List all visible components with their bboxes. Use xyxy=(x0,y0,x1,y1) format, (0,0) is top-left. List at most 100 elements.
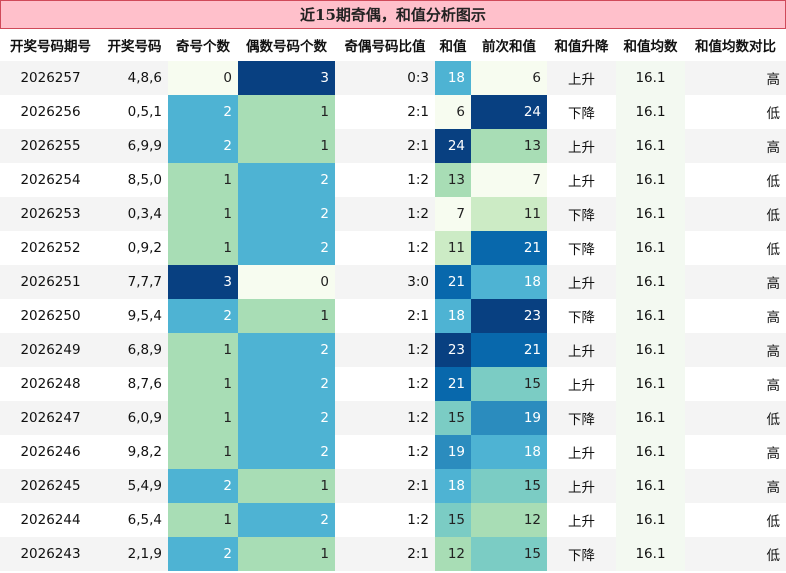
cell-compare: 高 xyxy=(766,72,781,88)
cell-odd-count: 1 xyxy=(168,197,238,231)
cell-trend: 下降 xyxy=(568,106,595,122)
table-row: 2026254 8,5,0 1 2 1:2 13 7 上升 16.1 低 xyxy=(0,163,786,197)
cell-odd-count: 1 xyxy=(168,401,238,435)
cell-compare: 低 xyxy=(766,106,781,122)
cell-sum: 18 xyxy=(435,299,471,333)
cell-ratio: 1:2 xyxy=(407,444,429,460)
table-body: 2026257 4,8,6 0 3 0:3 18 6 上升 16.1 高 2026256 0,5,1 2… xyxy=(0,61,786,571)
cell-even-count: 2 xyxy=(238,435,335,469)
cell-prev-sum: 15 xyxy=(471,537,547,571)
cell-avg: 16.1 xyxy=(616,163,685,197)
cell-prev-sum: 6 xyxy=(471,61,547,95)
cell-odd-count: 2 xyxy=(168,129,238,163)
cell-ratio: 0:3 xyxy=(407,70,429,86)
cell-prev-sum: 11 xyxy=(471,197,547,231)
cell-period: 2026246 xyxy=(20,444,81,460)
cell-sum: 15 xyxy=(435,503,471,537)
cell-sum: 21 xyxy=(435,265,471,299)
cell-avg: 16.1 xyxy=(616,231,685,265)
cell-numbers: 6,0,9 xyxy=(127,410,162,426)
cell-numbers: 8,5,0 xyxy=(127,172,162,188)
cell-numbers: 2,1,9 xyxy=(127,546,162,562)
cell-trend: 上升 xyxy=(568,480,595,496)
cell-avg: 16.1 xyxy=(616,469,685,503)
cell-avg: 16.1 xyxy=(616,503,685,537)
cell-prev-sum: 21 xyxy=(471,333,547,367)
header-prev-sum: 前次和值 xyxy=(482,39,536,55)
cell-avg: 16.1 xyxy=(616,129,685,163)
cell-sum: 19 xyxy=(435,435,471,469)
cell-odd-count: 3 xyxy=(168,265,238,299)
cell-period: 2026248 xyxy=(20,376,81,392)
cell-numbers: 0,9,2 xyxy=(127,240,162,256)
cell-ratio: 1:2 xyxy=(407,410,429,426)
cell-sum: 6 xyxy=(435,95,471,129)
cell-trend: 上升 xyxy=(568,174,595,190)
cell-numbers: 4,8,6 xyxy=(127,70,162,86)
cell-numbers: 6,8,9 xyxy=(127,342,162,358)
cell-prev-sum: 18 xyxy=(471,435,547,469)
table-row: 2026243 2,1,9 2 1 2:1 12 15 下降 16.1 低 xyxy=(0,537,786,571)
cell-ratio: 3:0 xyxy=(407,274,429,290)
cell-avg: 16.1 xyxy=(616,197,685,231)
cell-odd-count: 2 xyxy=(168,469,238,503)
table-row: 2026246 9,8,2 1 2 1:2 19 18 上升 16.1 高 xyxy=(0,435,786,469)
cell-compare: 高 xyxy=(766,378,781,394)
cell-ratio: 1:2 xyxy=(407,240,429,256)
cell-numbers: 0,5,1 xyxy=(127,104,162,120)
cell-prev-sum: 15 xyxy=(471,367,547,401)
cell-period: 2026257 xyxy=(20,70,81,86)
cell-avg: 16.1 xyxy=(616,367,685,401)
cell-trend: 上升 xyxy=(568,72,595,88)
cell-even-count: 2 xyxy=(238,503,335,537)
cell-even-count: 2 xyxy=(238,367,335,401)
cell-compare: 低 xyxy=(766,514,781,530)
cell-ratio: 1:2 xyxy=(407,172,429,188)
table-row: 2026247 6,0,9 1 2 1:2 15 19 下降 16.1 低 xyxy=(0,401,786,435)
cell-even-count: 3 xyxy=(238,61,335,95)
cell-prev-sum: 21 xyxy=(471,231,547,265)
cell-period: 2026244 xyxy=(20,512,81,528)
cell-odd-count: 1 xyxy=(168,163,238,197)
table-row: 2026256 0,5,1 2 1 2:1 6 24 下降 16.1 低 xyxy=(0,95,786,129)
cell-numbers: 6,9,9 xyxy=(127,138,162,154)
cell-ratio: 2:1 xyxy=(407,104,429,120)
cell-prev-sum: 7 xyxy=(471,163,547,197)
cell-prev-sum: 15 xyxy=(471,469,547,503)
cell-even-count: 2 xyxy=(238,197,335,231)
cell-numbers: 6,5,4 xyxy=(127,512,162,528)
cell-sum: 15 xyxy=(435,401,471,435)
cell-ratio: 1:2 xyxy=(407,342,429,358)
cell-odd-count: 1 xyxy=(168,503,238,537)
cell-odd-count: 1 xyxy=(168,435,238,469)
analysis-table: 开奖号码期号 开奖号码 奇号个数 偶数号码个数 奇偶号码比值 和值 前次和值 和… xyxy=(0,29,786,571)
cell-numbers: 9,5,4 xyxy=(127,308,162,324)
cell-prev-sum: 24 xyxy=(471,95,547,129)
cell-trend: 上升 xyxy=(568,276,595,292)
cell-trend: 上升 xyxy=(568,344,595,360)
cell-period: 2026254 xyxy=(20,172,81,188)
cell-compare: 低 xyxy=(766,242,781,258)
header-numbers: 开奖号码 xyxy=(107,39,162,55)
cell-prev-sum: 12 xyxy=(471,503,547,537)
cell-trend: 下降 xyxy=(568,310,595,326)
cell-avg: 16.1 xyxy=(616,537,685,571)
cell-period: 2026253 xyxy=(20,206,81,222)
cell-period: 2026245 xyxy=(20,478,81,494)
cell-trend: 上升 xyxy=(568,378,595,394)
cell-ratio: 2:1 xyxy=(407,138,429,154)
cell-odd-count: 1 xyxy=(168,231,238,265)
cell-trend: 下降 xyxy=(568,548,595,564)
cell-trend: 上升 xyxy=(568,514,595,530)
cell-avg: 16.1 xyxy=(616,61,685,95)
cell-sum: 13 xyxy=(435,163,471,197)
cell-compare: 高 xyxy=(766,276,781,292)
header-sum: 和值 xyxy=(439,39,467,55)
cell-compare: 高 xyxy=(766,480,781,496)
cell-ratio: 2:1 xyxy=(407,546,429,562)
cell-avg: 16.1 xyxy=(616,265,685,299)
cell-odd-count: 0 xyxy=(168,61,238,95)
cell-even-count: 1 xyxy=(238,299,335,333)
header-avg: 和值均数 xyxy=(623,39,678,55)
cell-period: 2026256 xyxy=(20,104,81,120)
